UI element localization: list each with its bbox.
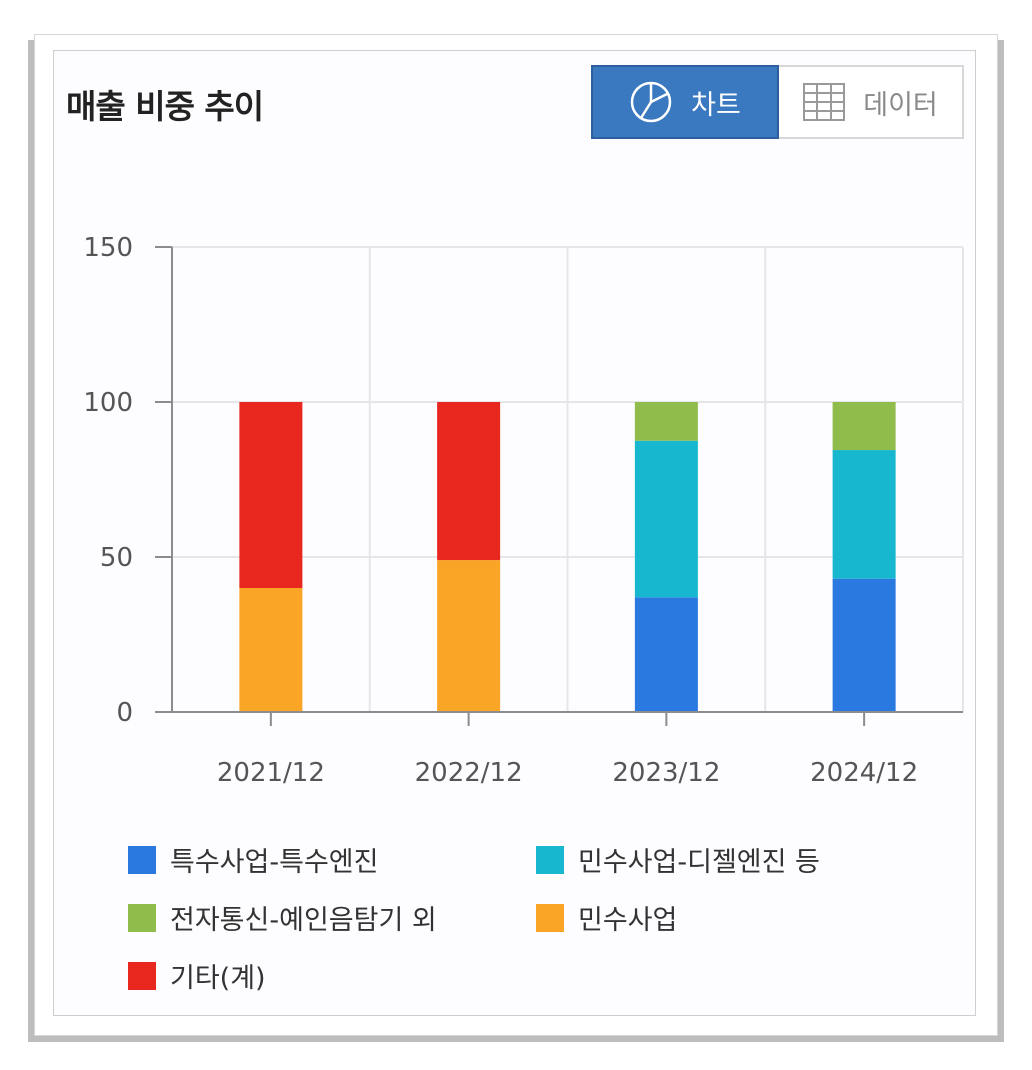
- y-tick-label: 50: [100, 543, 133, 573]
- legend-label: 민수사업-디젤엔진 등: [578, 847, 820, 878]
- bar-segment: [634, 440, 698, 598]
- legend-item[interactable]: 특수사업-특수엔진: [128, 840, 378, 879]
- bar-segment: [634, 402, 698, 441]
- bar-segment: [239, 402, 303, 588]
- legend-swatch: [536, 903, 564, 932]
- legend-item[interactable]: 전자통신-예인음탐기 외: [128, 898, 437, 937]
- chart-panel: [53, 50, 976, 1016]
- pie-chart-icon: [629, 80, 673, 124]
- bar-segment: [832, 450, 896, 579]
- legend-item[interactable]: 민수사업: [536, 898, 677, 937]
- x-tick-label: 2023/12: [612, 758, 720, 788]
- legend-label: 민수사업: [578, 905, 678, 936]
- bar-segment: [239, 588, 303, 712]
- bar-segment: [832, 578, 896, 712]
- bar-segment: [634, 597, 698, 712]
- x-tick-label: 2022/12: [415, 758, 523, 788]
- legend-swatch: [128, 845, 156, 874]
- x-tick-label: 2024/12: [810, 758, 918, 788]
- legend-item[interactable]: 기타(계): [128, 956, 266, 995]
- y-tick-label: 150: [83, 233, 133, 263]
- bar-segment: [832, 402, 896, 451]
- legend-swatch: [536, 845, 564, 874]
- legend-label: 기타(계): [170, 963, 266, 994]
- legend-label: 전자통신-예인음탐기 외: [170, 905, 437, 936]
- y-tick-label: 100: [83, 388, 133, 418]
- table-grid-icon: [803, 83, 846, 121]
- x-tick-label: 2021/12: [217, 758, 325, 788]
- legend-swatch: [128, 961, 156, 990]
- bar-segment: [437, 560, 501, 712]
- view-toggle: 차트 데이터: [591, 65, 964, 139]
- legend-label: 특수사업-특수엔진: [170, 847, 379, 878]
- data-view-button[interactable]: 데이터: [779, 65, 964, 139]
- bar-segment: [437, 402, 501, 561]
- page-title: 매출 비중 추이: [66, 87, 264, 126]
- chart-view-label: 차트: [691, 89, 741, 121]
- data-view-label: 데이터: [863, 89, 938, 121]
- y-tick-label: 0: [116, 698, 133, 728]
- chart-view-button[interactable]: 차트: [591, 65, 779, 139]
- legend-item[interactable]: 민수사업-디젤엔진 등: [536, 840, 820, 879]
- legend-swatch: [128, 903, 156, 932]
